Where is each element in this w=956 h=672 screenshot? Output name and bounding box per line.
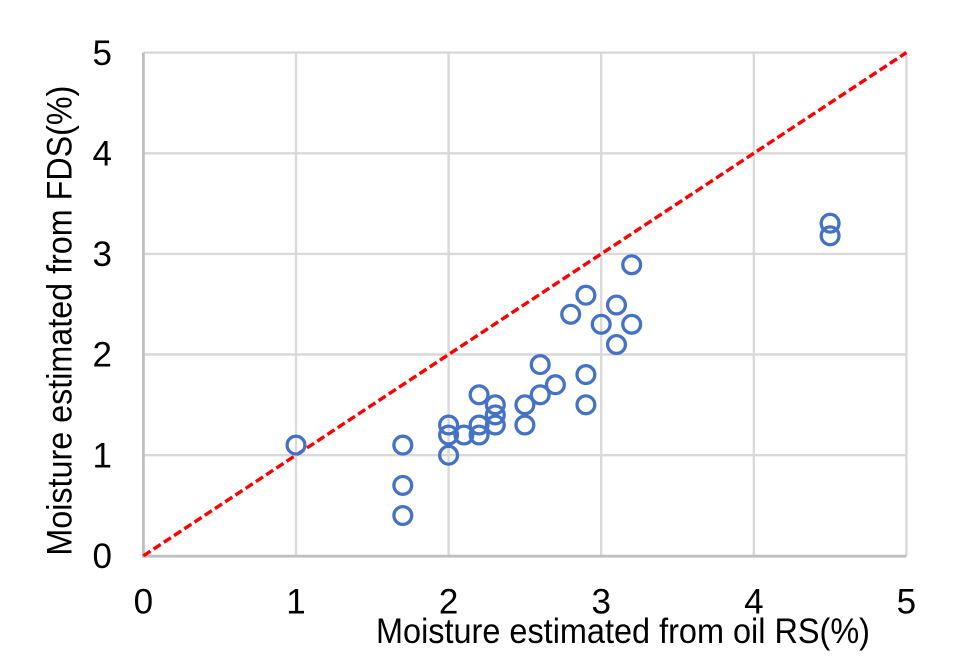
svg-text:Moisture estimated from oil RS: Moisture estimated from oil RS(%) bbox=[376, 612, 870, 651]
svg-text:0: 0 bbox=[93, 537, 112, 576]
svg-text:0: 0 bbox=[134, 583, 153, 622]
svg-text:2: 2 bbox=[93, 336, 112, 375]
svg-text:3: 3 bbox=[591, 583, 610, 622]
svg-text:2: 2 bbox=[439, 583, 458, 622]
svg-text:4: 4 bbox=[93, 134, 112, 173]
svg-text:5: 5 bbox=[93, 34, 112, 73]
svg-text:5: 5 bbox=[897, 583, 916, 622]
svg-text:Moisture estimated from FDS(%): Moisture estimated from FDS(%) bbox=[41, 86, 80, 556]
svg-text:1: 1 bbox=[93, 436, 112, 475]
svg-text:3: 3 bbox=[93, 235, 112, 274]
svg-text:4: 4 bbox=[744, 583, 763, 622]
svg-text:1: 1 bbox=[286, 583, 305, 622]
